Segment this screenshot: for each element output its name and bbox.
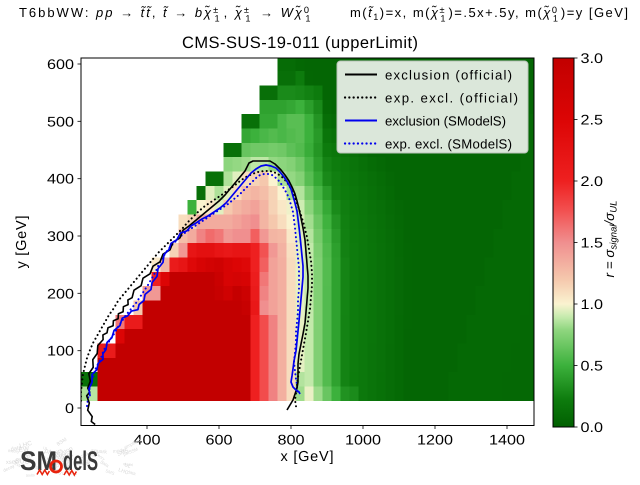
svg-text:decay: decay bbox=[59, 459, 72, 470]
svg-text:EW: EW bbox=[14, 458, 22, 464]
svg-text:1.0: 1.0 bbox=[581, 296, 604, 312]
svg-text:LHC: LHC bbox=[117, 467, 129, 476]
svg-text:theory: theory bbox=[8, 448, 20, 454]
svg-text:UL: UL bbox=[43, 446, 49, 451]
svg-text:EW: EW bbox=[13, 461, 22, 469]
svg-text:0.5: 0.5 bbox=[581, 358, 604, 374]
svg-text:y [GeV]: y [GeV] bbox=[14, 216, 30, 269]
svg-text:data: data bbox=[10, 444, 23, 453]
svg-text:limits: limits bbox=[26, 472, 35, 478]
svg-text:theory: theory bbox=[22, 451, 34, 459]
svg-text:scan: scan bbox=[77, 451, 90, 462]
svg-text:SMS: SMS bbox=[117, 448, 130, 458]
svg-text:scan: scan bbox=[38, 454, 46, 460]
svg-text:1.5: 1.5 bbox=[581, 235, 604, 251]
svg-text:2.5: 2.5 bbox=[581, 112, 604, 128]
svg-text:stop: stop bbox=[61, 445, 75, 457]
svg-text:1000: 1000 bbox=[345, 432, 381, 448]
svg-text:SUSY: SUSY bbox=[15, 458, 34, 466]
svg-text:exclusion (official): exclusion (official) bbox=[385, 67, 512, 82]
svg-text:EW: EW bbox=[18, 445, 30, 454]
svg-text:T6bbWW: pp → t̃t̃, t̃ → bχ̃±1​: T6bbWW: pp → t̃t̃, t̃ → bχ̃±1​, χ̃±1​ → … bbox=[19, 5, 311, 24]
svg-text:0: 0 bbox=[65, 400, 74, 416]
svg-text:stop: stop bbox=[78, 458, 91, 466]
svg-text:theory: theory bbox=[94, 451, 106, 462]
svg-text:decay: decay bbox=[2, 463, 16, 473]
svg-text:pMSSM: pMSSM bbox=[123, 446, 139, 457]
svg-text:xsec: xsec bbox=[6, 459, 18, 466]
svg-text:500: 500 bbox=[47, 113, 74, 129]
svg-text:400: 400 bbox=[47, 171, 74, 187]
svg-text:SUSY: SUSY bbox=[86, 452, 98, 458]
svg-text:delS: delS bbox=[63, 446, 98, 476]
svg-text:data: data bbox=[127, 469, 137, 476]
svg-text:1400: 1400 bbox=[489, 432, 525, 448]
svg-text:UL: UL bbox=[123, 462, 131, 470]
svg-text:LHC: LHC bbox=[19, 440, 34, 450]
svg-text:CMS-SUS-19-011 (upperLimit): CMS-SUS-19-011 (upperLimit) bbox=[182, 34, 418, 52]
svg-text:800: 800 bbox=[278, 432, 305, 448]
svg-text:3.0: 3.0 bbox=[581, 50, 604, 66]
svg-text:SMS: SMS bbox=[56, 452, 72, 460]
svg-text:SMS: SMS bbox=[63, 464, 72, 469]
svg-text:x [GeV]: x [GeV] bbox=[281, 449, 334, 465]
svg-text:exclusion (SModelS): exclusion (SModelS) bbox=[385, 113, 506, 128]
svg-text:300: 300 bbox=[47, 228, 74, 244]
svg-text:BSM: BSM bbox=[63, 463, 72, 470]
svg-text:squark: squark bbox=[91, 448, 108, 456]
svg-text:squark: squark bbox=[74, 461, 90, 467]
svg-text:100: 100 bbox=[47, 343, 74, 359]
svg-text:400: 400 bbox=[134, 432, 161, 448]
svg-text:0.0: 0.0 bbox=[581, 419, 604, 435]
svg-text:600: 600 bbox=[47, 56, 74, 72]
svg-text:1200: 1200 bbox=[417, 432, 453, 448]
svg-text:SMS: SMS bbox=[105, 468, 116, 476]
svg-text:m(t̃1)=x, m(χ̃±1​)=.5x+.5y, m(: m(t̃1)=x, m(χ̃±1​)=.5x+.5y, m(χ̃01​)=y [… bbox=[350, 5, 628, 24]
svg-text:2.0: 2.0 bbox=[581, 173, 604, 189]
svg-text:data: data bbox=[100, 460, 111, 469]
svg-text:model: model bbox=[123, 462, 134, 467]
svg-text:200: 200 bbox=[47, 285, 74, 301]
svg-text:exp. excl. (official): exp. excl. (official) bbox=[385, 90, 518, 105]
svg-text:600: 600 bbox=[206, 432, 233, 448]
svg-text:exp. excl. (SModelS): exp. excl. (SModelS) bbox=[385, 136, 512, 151]
svg-text:EW: EW bbox=[22, 453, 32, 463]
svg-text:r = σsignal/σUL: r = σsignal/σUL bbox=[602, 201, 620, 278]
svg-text:model: model bbox=[113, 447, 127, 455]
svg-text:BSM: BSM bbox=[56, 437, 68, 448]
